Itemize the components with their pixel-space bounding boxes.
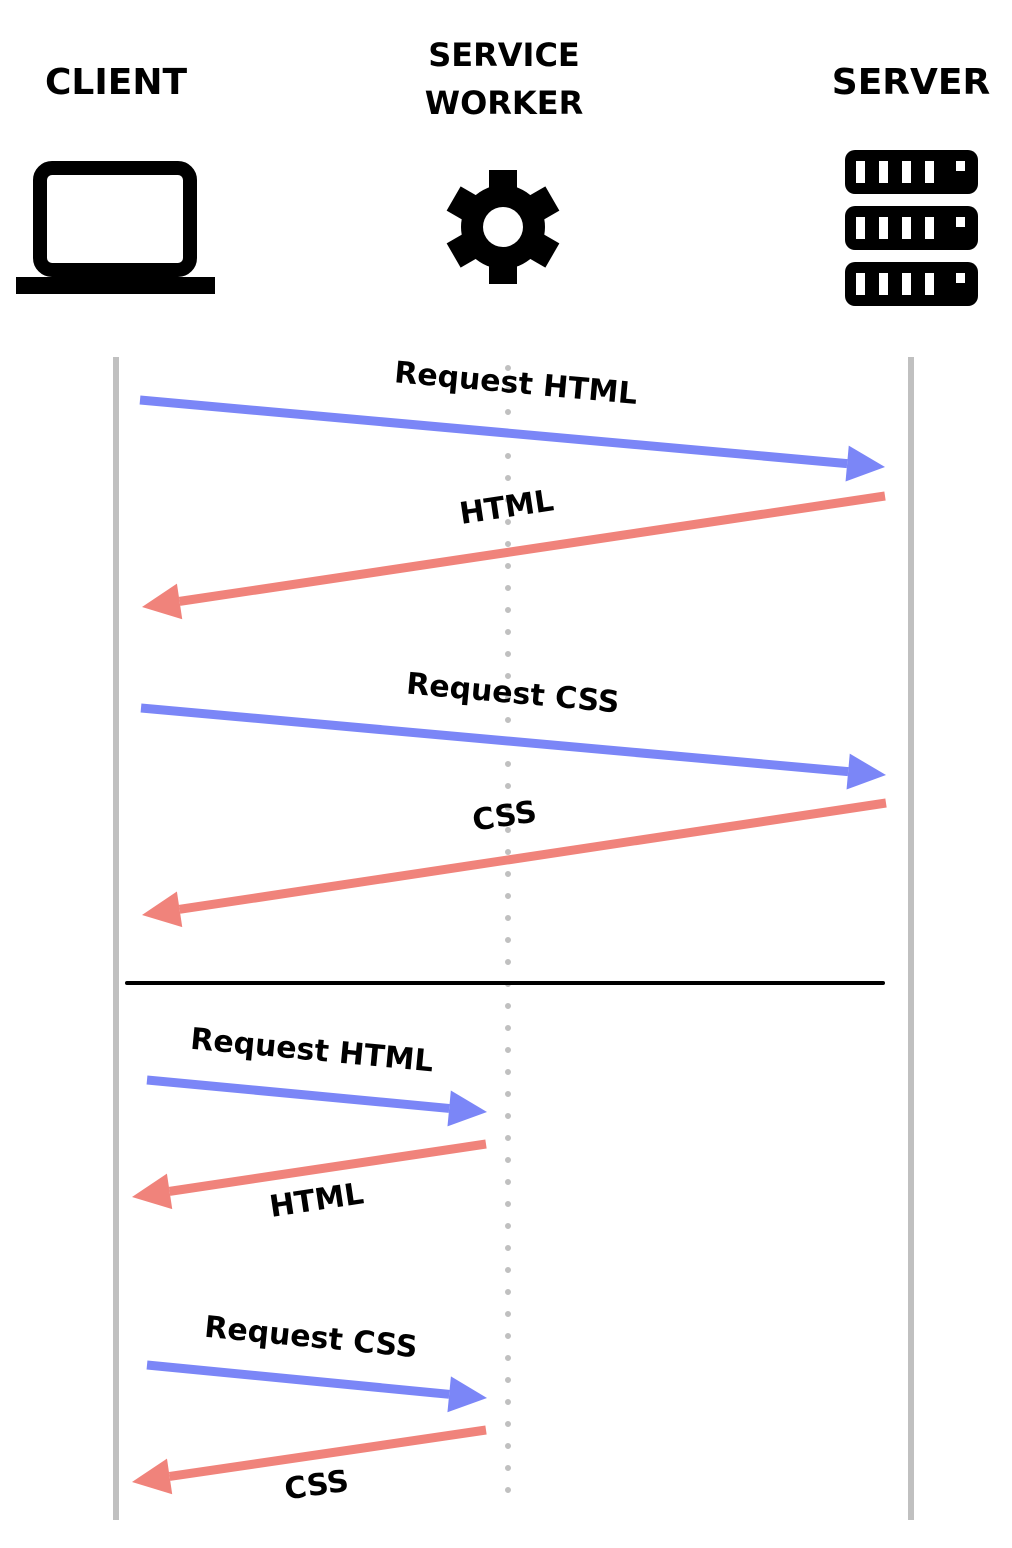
- server-unit: [845, 206, 978, 250]
- arrowhead: [447, 1090, 487, 1127]
- server-unit: [845, 150, 978, 194]
- message-label: Request HTML: [393, 355, 639, 412]
- request-arrow: Request HTML: [139, 355, 885, 482]
- response-arrow: HTML: [142, 483, 886, 620]
- message-label: CSS: [470, 795, 539, 839]
- message-label: HTML: [457, 483, 556, 532]
- message-label: Request CSS: [203, 1310, 419, 1365]
- arrowhead: [132, 1173, 173, 1210]
- arrowhead: [845, 445, 885, 482]
- message-label: HTML: [267, 1176, 366, 1225]
- arrowhead: [132, 1458, 173, 1495]
- arrowhead: [142, 583, 183, 620]
- server-unit: [845, 262, 978, 306]
- server-header: SERVER: [832, 62, 990, 103]
- arrowhead: [142, 891, 183, 928]
- request-arrow: Request CSS: [146, 1310, 487, 1413]
- request-arrow: Request HTML: [146, 1022, 487, 1127]
- arrowhead: [447, 1376, 487, 1413]
- request-arrow: Request CSS: [140, 667, 886, 790]
- response-arrow: CSS: [132, 1425, 487, 1508]
- service-worker-header-line2: WORKER: [425, 84, 583, 122]
- server-rack-icon: [845, 150, 978, 306]
- arrowhead: [846, 753, 886, 790]
- response-arrow: HTML: [132, 1139, 487, 1225]
- gear-icon: [446, 170, 560, 284]
- client-header: CLIENT: [45, 62, 187, 103]
- message-label: Request CSS: [405, 667, 621, 721]
- message-label: CSS: [282, 1464, 351, 1508]
- service-worker-header-line1: SERVICE: [428, 36, 580, 74]
- response-arrow: CSS: [142, 795, 887, 928]
- laptop-icon: [16, 161, 215, 294]
- message-label: Request HTML: [189, 1022, 435, 1080]
